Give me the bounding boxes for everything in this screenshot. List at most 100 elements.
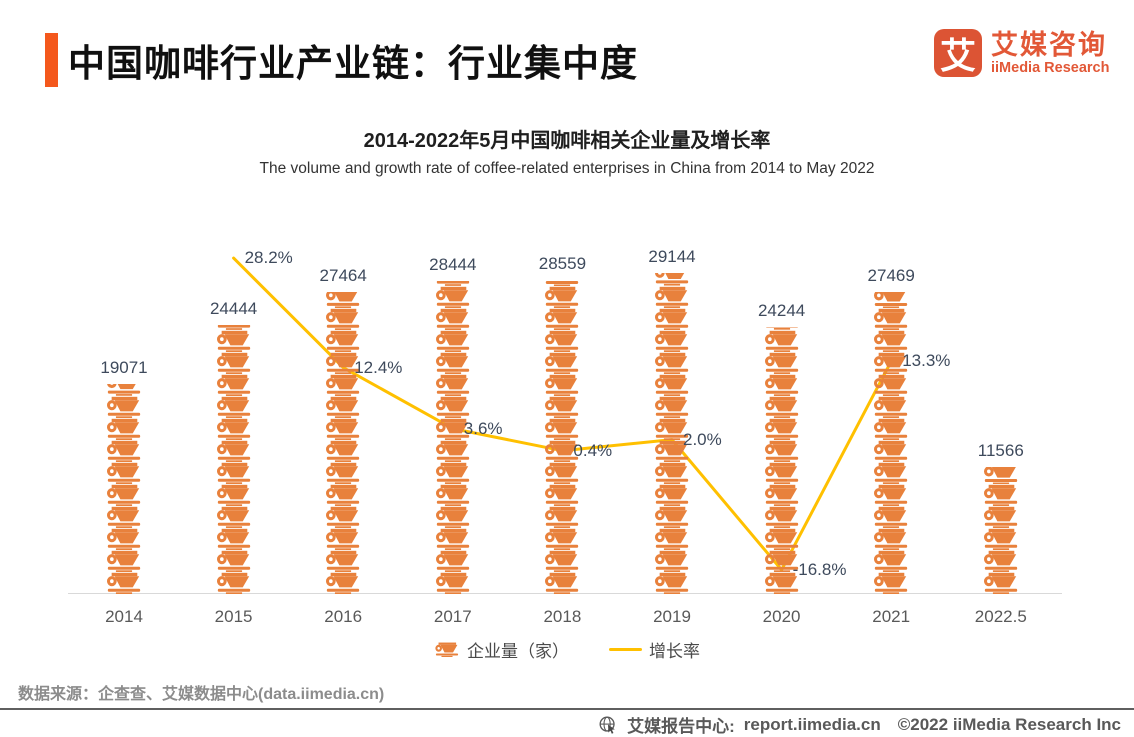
coffee-cup-icon xyxy=(544,308,581,330)
legend-label-growth: 增长率 xyxy=(649,642,700,661)
pictograph-bar-2022.5 xyxy=(982,466,1020,594)
coffee-cup-icon xyxy=(544,286,581,308)
bar-value-label: 27469 xyxy=(867,265,915,285)
pictograph-bar-2021 xyxy=(872,291,910,594)
coffee-cup-icon xyxy=(873,330,909,352)
bar-value-label: 24444 xyxy=(209,299,258,319)
x-axis-label: 2014 xyxy=(105,607,143,626)
coffee-cup-icon xyxy=(763,484,800,506)
coffee-cup-icon xyxy=(215,418,252,440)
coffee-cup-icon xyxy=(325,440,361,462)
coffee-cup-icon xyxy=(106,396,142,418)
legend-label-enterprises: 企业量（家） xyxy=(467,642,569,661)
coffee-cup-icon xyxy=(763,352,800,374)
coffee-cup-icon xyxy=(106,506,142,528)
coffee-cup-icon xyxy=(325,418,361,440)
coffee-cup-icon xyxy=(873,506,909,528)
coffee-cup-icon xyxy=(215,528,252,550)
data-source-note: 数据来源：企查查、艾媒数据中心(data.iimedia.cn) xyxy=(18,686,385,703)
coffee-cup-icon xyxy=(215,352,252,374)
coffee-cup-icon xyxy=(215,506,252,528)
report-center-label: 艾媒报告中心: xyxy=(627,717,735,736)
coffee-cup-icon xyxy=(325,330,361,352)
coffee-cup-icon xyxy=(106,384,142,396)
coffee-cup-icon xyxy=(544,550,581,572)
coffee-cup-icon xyxy=(873,550,909,572)
title-accent-bar xyxy=(45,33,58,87)
x-axis-label: 2021 xyxy=(872,607,911,626)
coffee-cup-icon xyxy=(325,528,361,550)
coffee-cup-icon xyxy=(654,550,690,572)
coffee-cup-icon xyxy=(654,308,690,330)
coffee-cup-icon xyxy=(106,484,142,506)
coffee-cup-icon xyxy=(654,396,690,418)
coffee-cup-icon xyxy=(544,418,581,440)
coffee-cup-icon xyxy=(763,506,800,528)
coffee-cup-icon xyxy=(434,642,460,657)
coffee-cup-icon xyxy=(215,396,252,418)
bar-value-label: 29144 xyxy=(648,247,696,267)
coffee-cup-icon xyxy=(763,528,800,550)
coffee-cup-icon xyxy=(435,352,471,374)
bar-value-label: 24244 xyxy=(757,301,806,321)
coffee-cup-icon xyxy=(763,418,800,440)
x-axis-label: 2015 xyxy=(214,607,253,626)
coffee-cup-icon xyxy=(215,374,252,396)
bar-value-label: 11566 xyxy=(977,440,1024,460)
chart-legend: 企业量（家） 增长率 xyxy=(0,637,1134,662)
legend-item-enterprises: 企业量（家） xyxy=(434,637,569,662)
coffee-cup-icon xyxy=(873,374,909,396)
coffee-cup-icon xyxy=(654,506,690,528)
coffee-cup-icon xyxy=(873,308,909,330)
coffee-cup-icon xyxy=(215,572,252,594)
coffee-cup-icon xyxy=(763,440,800,462)
coffee-cup-icon xyxy=(325,550,361,572)
iimedia-logo-icon: 艾 xyxy=(934,29,982,77)
coffee-cup-icon xyxy=(544,330,581,352)
coffee-cup-icon xyxy=(215,330,252,352)
coffee-cup-icon xyxy=(435,528,471,550)
coffee-cup-icon xyxy=(654,330,690,352)
chart-subtitle: The volume and growth rate of coffee-rel… xyxy=(259,160,875,177)
coffee-cup-icon xyxy=(544,572,581,594)
growth-point-label: 0.4% xyxy=(573,440,613,460)
x-axis-label: 2018 xyxy=(543,607,582,626)
pictograph-bar-2014 xyxy=(105,384,143,594)
coffee-cup-icon xyxy=(325,506,361,528)
pictograph-bar-2020 xyxy=(763,327,801,594)
coffee-cup-icon xyxy=(106,418,142,440)
coffee-cup-icon xyxy=(763,462,800,484)
coffee-cup-icon xyxy=(763,374,800,396)
coffee-cup-icon xyxy=(873,572,909,594)
line-swatch xyxy=(609,648,642,651)
coffee-cup-icon xyxy=(654,572,690,594)
globe-cursor-icon xyxy=(599,716,615,734)
pictograph-bar-2016 xyxy=(324,291,362,594)
bar-value-label: 28444 xyxy=(429,255,477,275)
footer-divider xyxy=(0,708,1134,710)
coffee-cup-icon xyxy=(873,528,909,550)
coffee-cup-icon xyxy=(763,396,800,418)
coffee-cup-icon xyxy=(873,462,909,484)
bar-value-label: 19071 xyxy=(100,358,148,378)
coffee-cup-icon xyxy=(106,572,142,594)
growth-point-label: -16.8% xyxy=(792,559,847,579)
x-axis-label: 2017 xyxy=(433,607,472,626)
x-axis-label: 2019 xyxy=(653,607,691,626)
pictograph-bar-2018 xyxy=(543,279,581,594)
coffee-cup-icon xyxy=(873,484,909,506)
coffee-cup-icon xyxy=(654,374,690,396)
bar-value-label: 28559 xyxy=(538,253,587,273)
coffee-cup-icon xyxy=(325,484,361,506)
coffee-cup-icon xyxy=(873,396,909,418)
page-title: 中国咖啡行业产业链：行业集中度 xyxy=(68,43,638,84)
coffee-cup-icon xyxy=(544,506,581,528)
coffee-cup-icon xyxy=(983,506,1019,528)
coffee-cup-icon xyxy=(215,440,252,462)
coffee-cup-icon xyxy=(983,528,1019,550)
coffee-cup-icon xyxy=(435,330,471,352)
coffee-cup-icon xyxy=(435,396,471,418)
coffee-cup-icon xyxy=(763,330,800,352)
coffee-cup-icon xyxy=(106,550,142,572)
